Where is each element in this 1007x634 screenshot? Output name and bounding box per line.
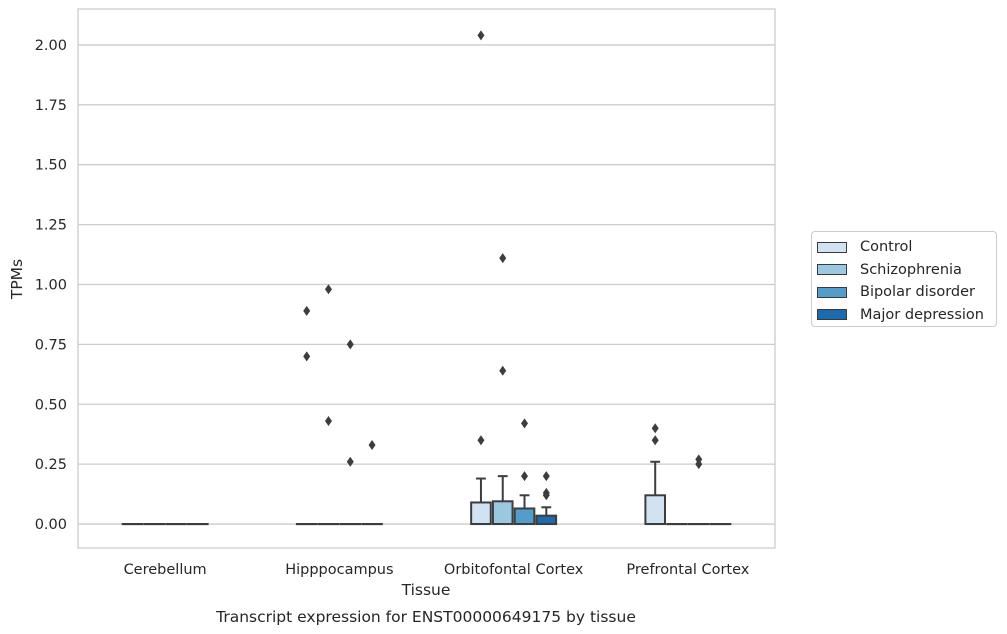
box-body xyxy=(644,494,667,526)
outlier-point xyxy=(542,490,550,501)
outlier-point xyxy=(651,435,659,446)
box-body xyxy=(470,501,492,526)
y-tick-labels: 0.00 0.25 0.50 0.75 1.00 1.25 1.50 1.75 2.00 xyxy=(35,38,67,533)
box-body xyxy=(491,500,514,526)
y-tick-label: 1.50 xyxy=(35,158,67,174)
plot-frame xyxy=(77,8,776,549)
y-tick-label: 0.00 xyxy=(35,517,67,533)
box-body xyxy=(535,514,558,526)
y-tick-label: 0.75 xyxy=(35,337,67,353)
box-2-3 xyxy=(535,471,558,526)
x-tick-label: Cerebellum xyxy=(124,562,207,578)
y-tick-label: 1.75 xyxy=(35,98,67,114)
outlier-point xyxy=(346,456,354,467)
y-tick-label: 1.00 xyxy=(35,277,67,293)
legend-label: Schizophrenia xyxy=(860,261,962,278)
legend-item: Control xyxy=(817,236,996,259)
box-1-2 xyxy=(339,339,362,526)
legend-item: Bipolar disorder xyxy=(817,281,996,304)
box-1-1 xyxy=(317,284,340,526)
y-axis-title: TPMs xyxy=(8,259,26,300)
outlier-point xyxy=(695,459,703,470)
legend: Control Schizophrenia Bipolar disorder Majo… xyxy=(811,231,997,327)
outlier-point xyxy=(324,416,332,427)
outlier-point xyxy=(477,30,485,41)
outlier-point xyxy=(651,423,659,434)
x-tick-label: Prefrontal Cortex xyxy=(626,562,749,578)
outlier-point xyxy=(477,435,485,446)
box-2-0 xyxy=(470,30,492,526)
outlier-point xyxy=(368,439,376,450)
box-1-3 xyxy=(361,439,383,526)
outlier-point xyxy=(499,365,507,376)
legend-swatch xyxy=(817,286,847,298)
outlier-point xyxy=(303,351,311,362)
legend-swatch xyxy=(817,264,847,276)
y-tick-label: 2.00 xyxy=(35,38,67,54)
outlier-point xyxy=(346,339,354,350)
y-tick-label: 1.25 xyxy=(35,218,67,234)
outlier-point xyxy=(303,305,311,316)
chart-caption: Transcript expression for ENST0000064917… xyxy=(215,608,636,626)
y-tick-label: 0.50 xyxy=(35,397,67,413)
y-tick-label: 0.25 xyxy=(35,457,67,473)
legend-item: Schizophrenia xyxy=(817,259,996,282)
outlier-point xyxy=(521,418,529,429)
legend-item: Major depression xyxy=(817,304,996,327)
legend-label: Major depression xyxy=(860,306,984,323)
box-2-2 xyxy=(513,418,536,526)
box-2-1 xyxy=(491,253,514,526)
x-axis-title: Tissue xyxy=(401,581,451,599)
box-1-0 xyxy=(295,305,318,526)
box-plots xyxy=(121,30,732,526)
legend-swatch xyxy=(817,309,847,321)
outlier-point xyxy=(499,253,507,264)
outlier-point xyxy=(521,471,529,482)
x-tick-labels: Cerebellum Hipppocampus Orbitofontal Corte… xyxy=(124,562,750,578)
box-3-0 xyxy=(644,423,667,526)
outlier-point xyxy=(542,471,550,482)
legend-label: Control xyxy=(860,239,913,256)
gridlines xyxy=(78,44,775,525)
x-tick-label: Orbitofontal Cortex xyxy=(444,562,584,578)
outlier-point xyxy=(324,284,332,295)
box-3-2 xyxy=(687,454,710,526)
box-body xyxy=(513,507,536,526)
legend-swatch xyxy=(817,241,847,253)
legend-label: Bipolar disorder xyxy=(860,284,975,301)
x-tick-label: Hipppocampus xyxy=(285,562,393,578)
